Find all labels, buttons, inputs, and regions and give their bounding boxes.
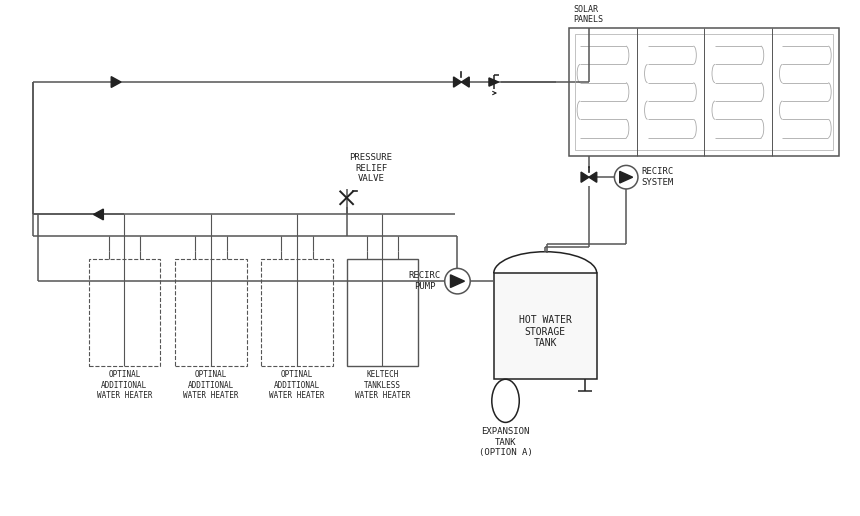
Bar	[89, 259, 160, 366]
Polygon shape	[453, 77, 461, 87]
Polygon shape	[589, 172, 597, 182]
Polygon shape	[581, 172, 589, 182]
Bar	[575, 34, 833, 150]
Text: PRESSURE
RELIEF
VALVE: PRESSURE RELIEF VALVE	[349, 153, 392, 183]
Bar	[494, 273, 597, 379]
Polygon shape	[451, 275, 464, 287]
Circle shape	[445, 268, 470, 294]
Bar	[569, 28, 839, 156]
Text: OPTINAL
ADDITIONAL
WATER HEATER: OPTINAL ADDITIONAL WATER HEATER	[269, 370, 325, 400]
Text: OPTINAL
ADDITIONAL
WATER HEATER: OPTINAL ADDITIONAL WATER HEATER	[96, 370, 152, 400]
Polygon shape	[620, 171, 633, 183]
Polygon shape	[489, 78, 499, 86]
Text: OPTINAL
ADDITIONAL
WATER HEATER: OPTINAL ADDITIONAL WATER HEATER	[183, 370, 238, 400]
Bar	[347, 259, 418, 366]
Circle shape	[614, 166, 638, 189]
Polygon shape	[461, 77, 470, 87]
Text: HOT WATER
STORAGE
TANK: HOT WATER STORAGE TANK	[519, 315, 572, 348]
Ellipse shape	[492, 379, 519, 423]
Bar	[175, 259, 247, 366]
Bar	[261, 259, 333, 366]
Polygon shape	[111, 77, 121, 87]
Text: SOLAR
PANELS: SOLAR PANELS	[574, 5, 603, 24]
Polygon shape	[94, 209, 103, 220]
Text: EXPANSION
TANK
(OPTION A): EXPANSION TANK (OPTION A)	[479, 427, 532, 457]
Text: KELTECH
TANKLESS
WATER HEATER: KELTECH TANKLESS WATER HEATER	[354, 370, 410, 400]
Text: RECIRC
SYSTEM: RECIRC SYSTEM	[641, 168, 673, 187]
Text: RECIRC
PUMP: RECIRC PUMP	[408, 271, 441, 291]
